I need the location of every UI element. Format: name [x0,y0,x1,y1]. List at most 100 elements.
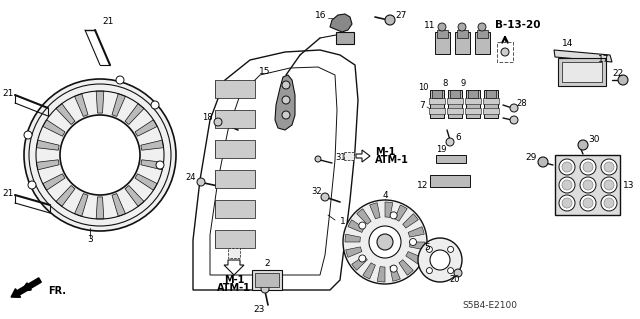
Bar [215,140,255,158]
Text: 24: 24 [186,174,196,182]
Text: 4: 4 [382,191,388,201]
Circle shape [315,156,321,162]
Wedge shape [408,227,424,237]
Text: 17: 17 [598,56,609,64]
Bar [215,200,255,218]
Text: ATM-1: ATM-1 [217,283,251,293]
Text: 10: 10 [419,84,429,93]
Circle shape [601,195,617,211]
Text: 19: 19 [436,145,447,154]
Circle shape [604,198,614,208]
Circle shape [583,198,593,208]
Bar [436,155,466,163]
Bar [468,90,478,98]
Bar [465,108,481,114]
Circle shape [562,180,572,190]
Circle shape [559,177,575,193]
Circle shape [116,76,124,84]
Polygon shape [43,174,65,190]
Wedge shape [410,242,425,250]
Circle shape [454,269,462,277]
Polygon shape [141,160,164,170]
Bar [215,230,255,248]
Polygon shape [125,185,144,206]
Polygon shape [36,140,59,150]
Text: 7: 7 [419,100,425,109]
Text: 32: 32 [312,188,322,197]
Circle shape [24,79,176,231]
Text: ATM-1: ATM-1 [375,155,409,165]
Circle shape [343,200,427,284]
Circle shape [369,226,401,258]
Text: 28: 28 [516,99,527,108]
Circle shape [604,162,614,172]
Text: FR.: FR. [48,286,66,296]
Wedge shape [348,220,364,233]
Wedge shape [395,205,407,221]
Bar [457,30,468,38]
Bar [435,32,450,54]
Circle shape [562,162,572,172]
Wedge shape [346,247,362,257]
Bar [447,108,463,114]
Circle shape [282,96,290,104]
Wedge shape [403,214,419,228]
Polygon shape [135,174,157,190]
Polygon shape [43,120,65,136]
Circle shape [559,195,575,211]
Bar [336,32,354,44]
Bar [477,30,488,38]
Circle shape [447,268,454,274]
Polygon shape [141,140,164,150]
Circle shape [426,246,433,252]
Text: 3: 3 [87,235,93,244]
Text: M-1: M-1 [375,147,396,157]
Circle shape [410,239,417,246]
Text: 22: 22 [612,69,623,78]
Circle shape [359,255,366,262]
Text: 13: 13 [623,181,634,189]
Bar [252,270,282,290]
Bar [450,90,460,98]
Text: 16: 16 [314,11,326,20]
Circle shape [377,234,393,250]
Circle shape [321,193,329,201]
Polygon shape [112,94,125,116]
Text: 21: 21 [3,189,13,197]
Circle shape [385,15,395,25]
Wedge shape [345,234,360,242]
Bar [432,90,442,98]
Circle shape [583,162,593,172]
Text: 21: 21 [3,88,13,98]
Bar [437,30,448,38]
Bar [558,58,606,86]
Circle shape [458,23,466,31]
Circle shape [478,23,486,31]
Bar [486,90,496,98]
Text: 1: 1 [340,218,346,226]
Polygon shape [125,104,144,124]
Bar [466,90,480,118]
Bar [344,152,354,160]
Circle shape [438,23,446,31]
Text: 6: 6 [455,133,461,143]
Bar [228,248,240,258]
Bar [497,42,513,62]
Bar [429,98,445,104]
Circle shape [447,246,454,252]
Circle shape [214,118,222,126]
Wedge shape [356,209,371,224]
Bar [447,98,463,104]
Wedge shape [377,266,385,282]
Circle shape [60,115,140,195]
Text: 23: 23 [253,306,265,315]
Circle shape [580,159,596,175]
Text: B-13-20: B-13-20 [495,20,541,30]
Wedge shape [370,203,380,219]
Bar [430,175,470,187]
Polygon shape [96,197,104,219]
Bar [215,80,255,98]
Circle shape [580,177,596,193]
Circle shape [604,180,614,190]
Text: 20: 20 [450,276,460,285]
